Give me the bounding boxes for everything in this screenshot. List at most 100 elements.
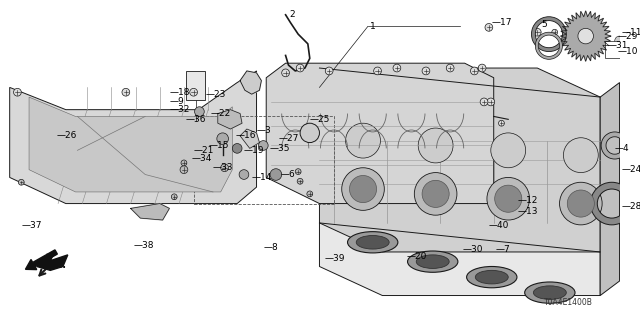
Text: —35: —35 — [269, 144, 290, 153]
Circle shape — [559, 182, 602, 225]
Text: T0A4E1400B: T0A4E1400B — [543, 298, 593, 307]
Circle shape — [422, 180, 449, 207]
Text: —22: —22 — [211, 109, 231, 118]
Circle shape — [487, 177, 529, 220]
Circle shape — [567, 190, 595, 217]
Text: —9: —9 — [170, 97, 184, 107]
Text: —20: —20 — [406, 252, 427, 261]
Circle shape — [282, 69, 289, 77]
Text: —16: —16 — [236, 131, 256, 140]
Circle shape — [172, 194, 177, 200]
FancyArrow shape — [26, 250, 58, 270]
Text: —25: —25 — [310, 115, 330, 124]
Text: 2: 2 — [289, 10, 295, 19]
Text: —18: —18 — [170, 88, 190, 97]
Text: —26: —26 — [56, 131, 77, 140]
Circle shape — [296, 64, 304, 72]
Bar — [605, 41, 632, 58]
Text: —29: —29 — [618, 32, 638, 41]
Polygon shape — [240, 71, 261, 94]
Text: —36: —36 — [186, 115, 206, 124]
Circle shape — [480, 98, 488, 106]
Circle shape — [232, 144, 242, 153]
Text: —11: —11 — [621, 28, 640, 37]
Text: —8: —8 — [263, 243, 278, 252]
Text: —27: —27 — [279, 134, 299, 143]
Text: —19: —19 — [244, 146, 264, 155]
Circle shape — [122, 88, 130, 96]
Circle shape — [414, 172, 457, 215]
Ellipse shape — [525, 282, 575, 303]
Ellipse shape — [533, 286, 566, 300]
Text: —28: —28 — [621, 202, 640, 211]
Circle shape — [446, 64, 454, 72]
Circle shape — [487, 98, 495, 106]
Circle shape — [307, 191, 313, 197]
Circle shape — [342, 168, 385, 210]
Text: —15: —15 — [208, 141, 228, 150]
Circle shape — [485, 23, 493, 31]
Circle shape — [217, 133, 228, 145]
Circle shape — [259, 140, 268, 150]
Circle shape — [418, 128, 453, 163]
Polygon shape — [319, 223, 600, 296]
Text: —4: —4 — [614, 144, 629, 153]
Polygon shape — [36, 255, 68, 270]
Polygon shape — [29, 97, 232, 192]
Circle shape — [499, 120, 504, 126]
Bar — [194, 116, 334, 204]
Text: —10: —10 — [618, 47, 638, 56]
Text: —32: —32 — [170, 105, 190, 114]
Circle shape — [346, 123, 380, 158]
Circle shape — [478, 64, 486, 72]
Text: —12: —12 — [518, 196, 538, 205]
Text: —17: —17 — [492, 18, 512, 27]
Circle shape — [563, 138, 598, 172]
Polygon shape — [600, 83, 620, 296]
Text: —14: —14 — [252, 173, 272, 182]
Circle shape — [470, 67, 478, 75]
Text: —30: —30 — [463, 244, 483, 253]
Polygon shape — [131, 204, 170, 220]
Text: —13: —13 — [518, 207, 538, 216]
Text: —23: —23 — [205, 90, 226, 99]
Circle shape — [325, 67, 333, 75]
Text: —3: —3 — [257, 126, 271, 135]
Text: —38: —38 — [134, 241, 154, 250]
Bar — [186, 71, 205, 100]
Circle shape — [422, 67, 430, 75]
Text: —6: —6 — [281, 170, 296, 179]
Ellipse shape — [356, 236, 389, 249]
Circle shape — [180, 166, 188, 173]
Circle shape — [300, 123, 319, 143]
Circle shape — [181, 160, 187, 166]
Text: —33: —33 — [213, 163, 234, 172]
Circle shape — [578, 28, 593, 44]
Polygon shape — [266, 63, 493, 204]
Text: —21: —21 — [194, 146, 214, 155]
Circle shape — [13, 88, 21, 96]
Polygon shape — [218, 110, 242, 129]
Polygon shape — [10, 71, 257, 204]
Text: —24: —24 — [621, 165, 640, 174]
Ellipse shape — [348, 232, 398, 253]
Text: —7: —7 — [495, 244, 510, 253]
Polygon shape — [240, 129, 259, 148]
Text: —39: —39 — [324, 254, 345, 263]
Ellipse shape — [408, 251, 458, 272]
Text: —40: —40 — [489, 221, 509, 230]
Circle shape — [189, 88, 198, 96]
Polygon shape — [561, 11, 611, 61]
Circle shape — [495, 185, 522, 212]
Text: —37: —37 — [21, 221, 42, 230]
Ellipse shape — [416, 255, 449, 268]
Circle shape — [349, 175, 376, 203]
Circle shape — [552, 29, 557, 35]
Text: —31: —31 — [608, 41, 628, 50]
Circle shape — [533, 28, 541, 36]
Circle shape — [195, 107, 204, 116]
Circle shape — [239, 170, 249, 180]
Text: —34: —34 — [191, 154, 212, 163]
Circle shape — [295, 169, 301, 174]
Circle shape — [614, 36, 625, 46]
